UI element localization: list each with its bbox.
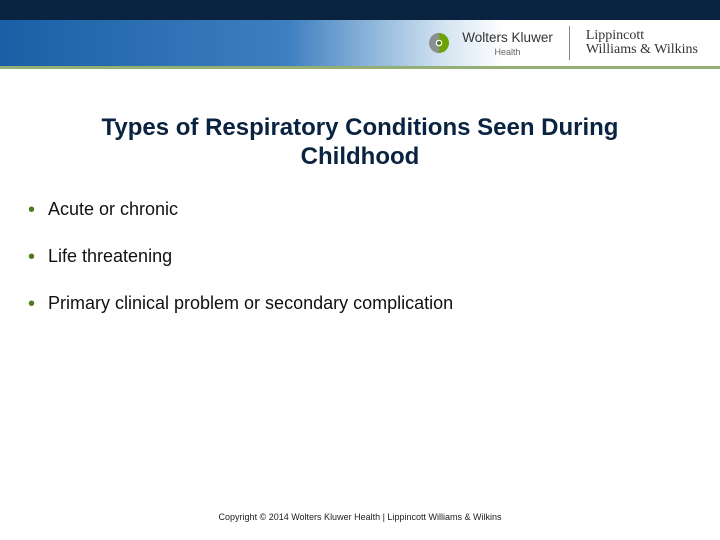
- header-dark-bar: [0, 0, 720, 20]
- content-area: Acute or chronic Life threatening Primar…: [0, 198, 720, 316]
- brand-divider: [569, 26, 570, 60]
- wk-brand-block: Wolters Kluwer Health: [462, 30, 553, 57]
- lww-line2: Williams & Wilkins: [586, 43, 698, 57]
- slide-title: Types of Respiratory Conditions Seen Dur…: [40, 114, 680, 172]
- list-item: Life threatening: [26, 245, 694, 268]
- lww-line1: Lippincott: [586, 29, 698, 43]
- bullet-list: Acute or chronic Life threatening Primar…: [26, 198, 694, 316]
- wk-brand-sub: Health: [495, 47, 521, 57]
- header-gradient-band: Wolters Kluwer Health Lippincott William…: [0, 20, 720, 66]
- lww-brand-block: Lippincott Williams & Wilkins: [586, 29, 698, 57]
- list-item: Primary clinical problem or secondary co…: [26, 292, 694, 315]
- header-underline: [0, 66, 720, 69]
- wk-brand-name: Wolters Kluwer: [462, 30, 553, 45]
- header: Wolters Kluwer Health Lippincott William…: [0, 0, 720, 90]
- list-item: Acute or chronic: [26, 198, 694, 221]
- wk-logo-icon: [426, 30, 452, 56]
- brand-area: Wolters Kluwer Health Lippincott William…: [426, 23, 698, 63]
- copyright-footer: Copyright © 2014 Wolters Kluwer Health |…: [0, 512, 720, 522]
